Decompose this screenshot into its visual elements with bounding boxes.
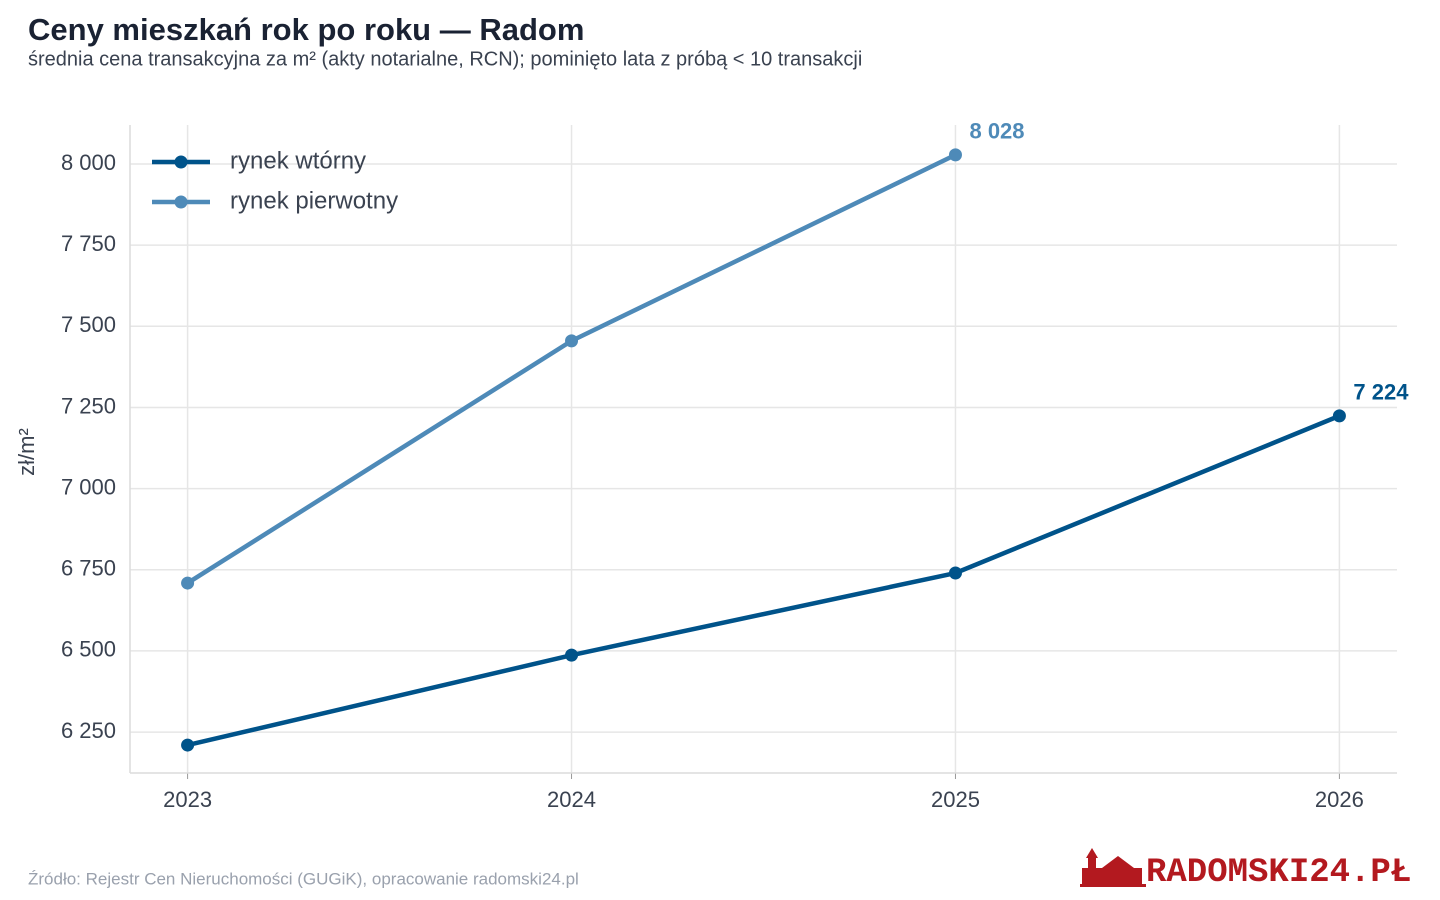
- y-tick-label: 7 250: [61, 393, 116, 418]
- value-label: 7 224: [1353, 380, 1409, 405]
- point: [565, 648, 579, 662]
- point: [181, 738, 195, 752]
- x-tick-label: 2024: [547, 787, 596, 812]
- y-axis-label: zł/m²: [14, 428, 39, 476]
- legend-swatch: [174, 155, 188, 169]
- point: [565, 334, 579, 348]
- point: [948, 566, 962, 580]
- x-tick-label: 2023: [163, 787, 212, 812]
- series-line: [187, 413, 1341, 748]
- y-tick-label: 8 000: [61, 150, 116, 175]
- legend-label: rynek wtórny: [230, 147, 366, 174]
- y-tick-label: 6 500: [61, 637, 116, 662]
- y-tick-label: 7 500: [61, 312, 116, 337]
- chart-subtitle: średnia cena transakcyjna za m² (akty no…: [28, 48, 862, 70]
- point: [948, 148, 962, 162]
- chart-title: Ceny mieszkań rok po roku — Radom: [28, 12, 584, 47]
- y-tick-label: 6 750: [61, 556, 116, 581]
- x-tick-label: 2026: [1315, 787, 1364, 812]
- legend-label: rynek pierwotny: [230, 187, 398, 214]
- value-label: 8 028: [969, 119, 1024, 144]
- y-tick-label: 7 750: [61, 231, 116, 256]
- point: [181, 576, 195, 590]
- y-tick-label: 6 250: [61, 718, 116, 743]
- logo: RADOMSKI24.PŁ: [1146, 854, 1411, 892]
- y-tick-label: 7 000: [61, 474, 116, 499]
- source: Źródło: Rejestr Cen Nieruchomości (GUGiK…: [28, 869, 579, 888]
- logo-icon: [1080, 848, 1146, 887]
- x-tick-label: 2025: [931, 787, 980, 812]
- point: [1332, 409, 1346, 423]
- legend-swatch: [174, 195, 188, 209]
